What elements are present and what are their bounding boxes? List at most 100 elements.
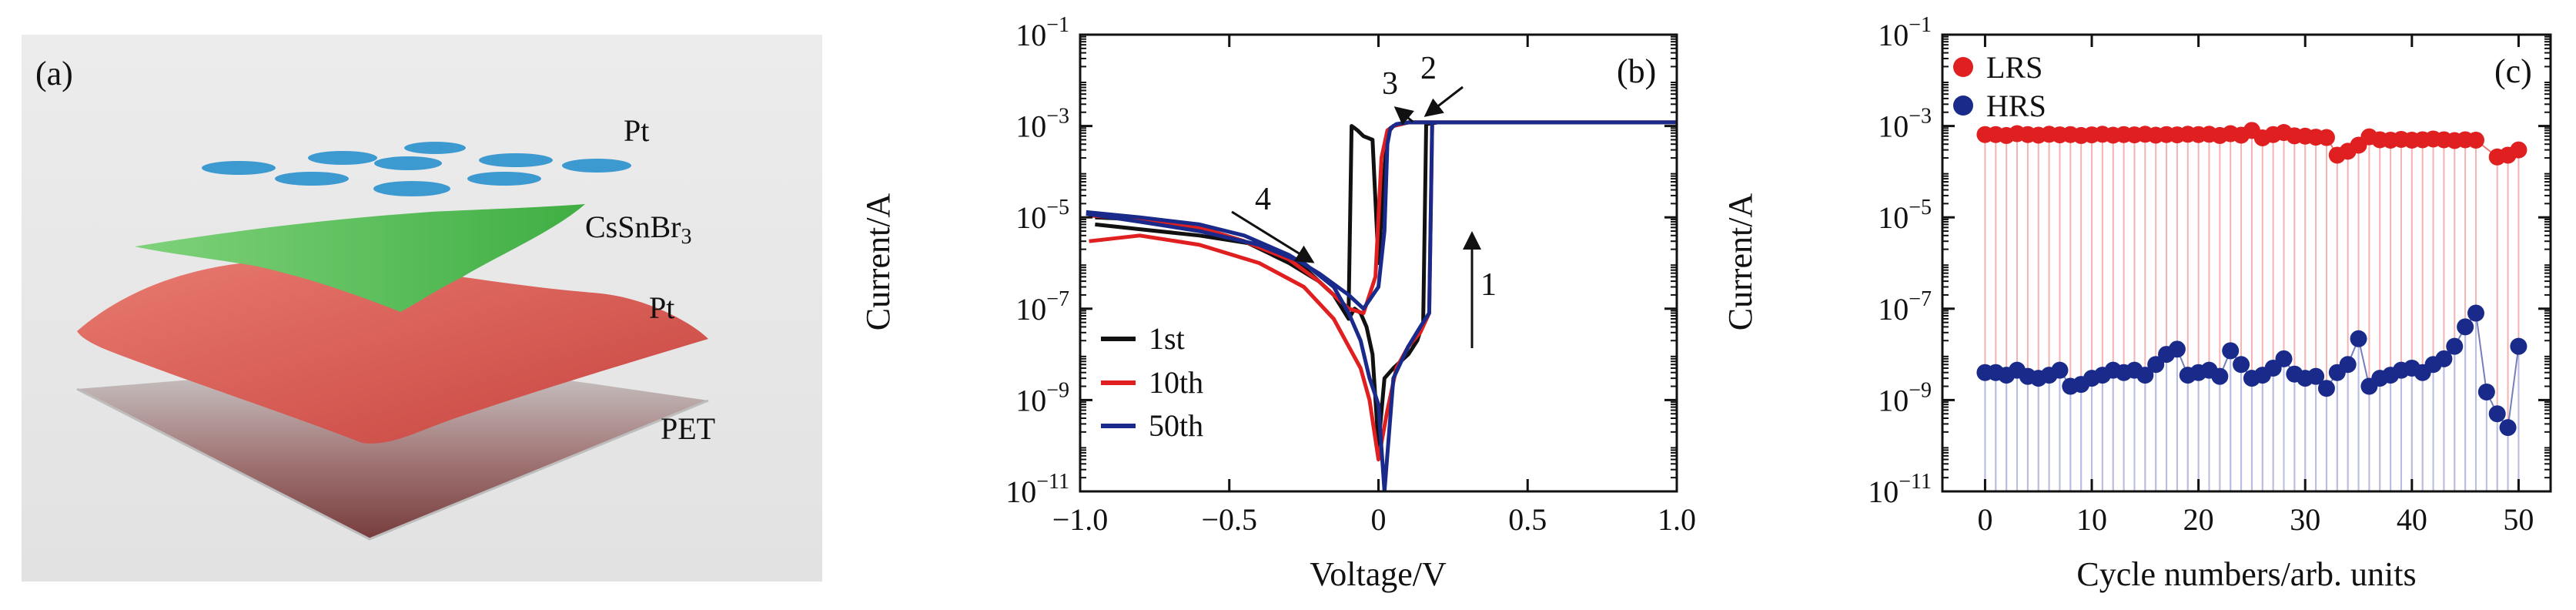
top-pt-electrode-dots xyxy=(202,142,631,196)
point-HRS xyxy=(2488,405,2506,423)
pt-dot xyxy=(479,153,553,167)
x-tick-label: 0.5 xyxy=(1508,502,1547,537)
point-HRS xyxy=(2467,304,2484,322)
legend-1st-label: 1st xyxy=(1149,321,1185,356)
iv-plot-area xyxy=(1086,120,1677,491)
iv-legend: 1st 10th 50th xyxy=(1101,321,1203,443)
point-LRS xyxy=(2317,129,2335,146)
pt-dot xyxy=(275,172,349,186)
panel-a-tag: (a) xyxy=(35,55,73,92)
endurance-axis-ticks: 10−11 10−9 10−7 10−5 10−3 10−1 0 10 20 30 40 50 xyxy=(1868,13,2551,537)
legend-10th-label: 10th xyxy=(1149,365,1203,400)
point-LRS xyxy=(2467,131,2484,149)
point-HRS xyxy=(2307,367,2325,385)
endurance-legend: LRS HRS xyxy=(1953,50,2046,123)
point-HRS xyxy=(2222,342,2240,360)
point-HRS xyxy=(2317,380,2335,397)
pt-dot xyxy=(202,161,276,175)
point-HRS xyxy=(2499,419,2517,437)
point-HRS xyxy=(2275,350,2293,367)
pt-dot xyxy=(404,142,466,154)
point-HRS xyxy=(2350,330,2367,347)
point-HRS xyxy=(2477,383,2495,401)
panel-b-iv-chart: (b) 10−11 10−9 10−7 10−5 10−3 10−1 −1.0 −0.5 0 0.… xyxy=(847,0,1709,606)
point-HRS xyxy=(2457,318,2474,336)
label-perovskite-subscript: 3 xyxy=(681,225,692,249)
point-LRS xyxy=(2510,141,2527,159)
endurance-plot-area xyxy=(1976,122,2527,491)
iv-x-axis-label: Voltage/V xyxy=(1310,555,1447,593)
annotation-3: 3 xyxy=(1382,66,1398,102)
iv-chart-svg: (b) 10−11 10−9 10−7 10−5 10−3 10−1 −1.0 −0.5 0 0.… xyxy=(859,13,1696,593)
panel-a-device-schematic: (a) Pt CsSnBr3 Pt PET xyxy=(0,0,847,606)
y-tick-label: 10−11 xyxy=(1868,470,1932,509)
y-tick-label: 10−1 xyxy=(1015,13,1069,52)
endurance-chart-svg: (c) 10−11 10−9 10−7 10−5 10−3 10−1 0 10 20 30 40 50… xyxy=(1721,13,2552,593)
arrow-2 xyxy=(1423,85,1464,117)
y-tick-label: 10−9 xyxy=(1015,378,1069,417)
pet-substrate-edge xyxy=(76,387,709,541)
legend-lrs-label: LRS xyxy=(1986,50,2042,85)
point-HRS xyxy=(2168,340,2186,358)
pet-substrate xyxy=(77,360,708,539)
x-tick-label: −0.5 xyxy=(1201,502,1257,537)
point-HRS xyxy=(2233,356,2250,374)
device-schematic-svg: (a) Pt CsSnBr3 Pt PET xyxy=(22,35,822,582)
x-tick-label: 20 xyxy=(2183,502,2214,537)
panel-b-tag: (b) xyxy=(1617,52,1656,90)
x-tick-label: 50 xyxy=(2503,502,2534,537)
label-perovskite-main: CsSnBr xyxy=(585,209,681,244)
y-tick-label: 10−3 xyxy=(1878,105,1932,144)
point-HRS xyxy=(2147,356,2165,374)
legend-hrs-label: HRS xyxy=(1986,89,2046,123)
point-HRS xyxy=(2435,350,2453,367)
label-perovskite: CsSnBr3 xyxy=(585,209,692,249)
arrow-3 xyxy=(1393,106,1414,126)
point-HRS xyxy=(2339,356,2357,374)
x-tick-label: 0 xyxy=(1371,502,1387,537)
iv-annotations: 1 2 3 4 xyxy=(1231,51,1497,348)
pt-dot xyxy=(374,156,442,170)
legend-50th-label: 50th xyxy=(1149,408,1203,443)
y-tick-label: 10−11 xyxy=(1005,470,1069,509)
endurance-plot-frame xyxy=(1941,33,2552,493)
y-tick-label: 10−7 xyxy=(1878,287,1932,327)
legend-hrs-marker xyxy=(1953,96,1973,116)
pt-dot xyxy=(373,181,450,196)
y-tick-label: 10−1 xyxy=(1878,13,1932,52)
point-HRS xyxy=(2136,367,2154,384)
pt-dot xyxy=(308,151,377,165)
y-tick-label: 10−5 xyxy=(1878,196,1932,235)
bottom-pt-electrode xyxy=(77,260,708,444)
label-bottom-pt: Pt xyxy=(649,290,674,325)
x-tick-label: 40 xyxy=(2397,502,2427,537)
iv-y-axis-label: Current/A xyxy=(859,193,897,331)
iv-axis-ticks: 10−11 10−9 10−7 10−5 10−3 10−1 −1.0 −0.5 0 0.5 1.0 xyxy=(1005,13,1696,537)
x-tick-label: 10 xyxy=(2076,502,2107,537)
perovskite-layer xyxy=(135,204,585,312)
panel-c-endurance-chart: (c) 10−11 10−9 10−7 10−5 10−3 10−1 0 10 20 30 40 50… xyxy=(1709,0,2576,606)
point-HRS xyxy=(2446,337,2464,355)
iv-series-50th xyxy=(1086,120,1677,491)
arrow-4 xyxy=(1231,210,1315,263)
y-tick-label: 10−3 xyxy=(1015,105,1069,144)
label-top-pt: Pt xyxy=(624,113,649,148)
label-pet: PET xyxy=(661,411,715,446)
x-tick-label: 1.0 xyxy=(1658,502,1696,537)
x-tick-label: 0 xyxy=(1977,502,1992,537)
x-tick-label: −1.0 xyxy=(1052,502,1109,537)
pt-dot xyxy=(562,159,631,173)
annotation-2: 2 xyxy=(1420,51,1437,86)
y-tick-label: 10−7 xyxy=(1015,287,1069,327)
y-tick-label: 10−9 xyxy=(1878,378,1932,417)
panel-c-tag: (c) xyxy=(2494,52,2532,90)
y-tick-label: 10−5 xyxy=(1015,196,1069,235)
endurance-y-axis-label: Current/A xyxy=(1721,193,1759,331)
endurance-x-axis-label: Cycle numbers/arb. units xyxy=(2076,555,2416,593)
x-tick-label: 30 xyxy=(2290,502,2320,537)
point-HRS xyxy=(2211,367,2229,385)
legend-lrs-marker xyxy=(1953,57,1973,77)
pt-dot xyxy=(467,172,541,186)
annotation-4: 4 xyxy=(1255,182,1271,217)
annotation-1: 1 xyxy=(1480,267,1497,303)
